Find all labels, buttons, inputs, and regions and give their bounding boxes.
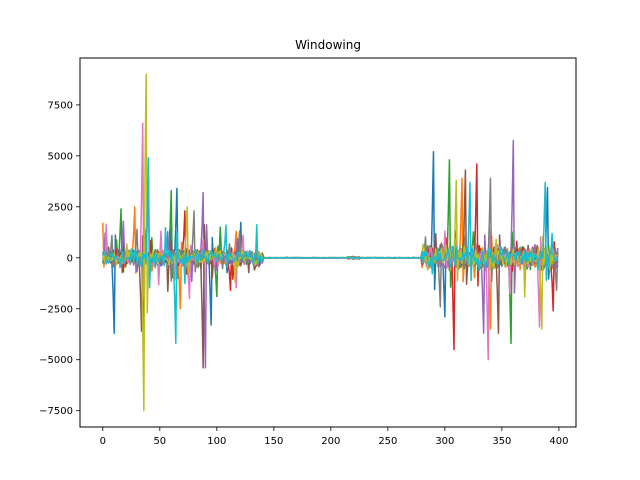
x-axis: 0 50 100 150 200 250 300 350 400 [100,427,568,447]
x-tick-label: 400 [549,436,568,447]
x-tick-label: 100 [207,436,226,447]
series-line [102,157,559,345]
x-tick-label: 200 [321,436,340,447]
y-tick-label: 0 [67,253,73,264]
y-tick-label: 5000 [48,151,73,162]
series-layer [102,73,559,412]
plot-frame [79,57,577,428]
y-axis: −7500 −5000 −2500 0 2500 5000 7500 [39,100,80,417]
x-tick-label: 250 [378,436,397,447]
x-tick-label: 150 [264,436,283,447]
x-tick-label: 350 [492,436,511,447]
y-tick-label: −2500 [39,304,73,315]
y-tick-label: 7500 [48,100,73,111]
y-tick-label: −7500 [39,406,73,417]
x-tick-label: 300 [435,436,454,447]
y-tick-label: −5000 [39,355,73,366]
y-tick-label: 2500 [48,202,73,213]
chart-title: Windowing [295,38,361,52]
x-tick-label: 0 [100,436,106,447]
x-tick-label: 50 [153,436,166,447]
